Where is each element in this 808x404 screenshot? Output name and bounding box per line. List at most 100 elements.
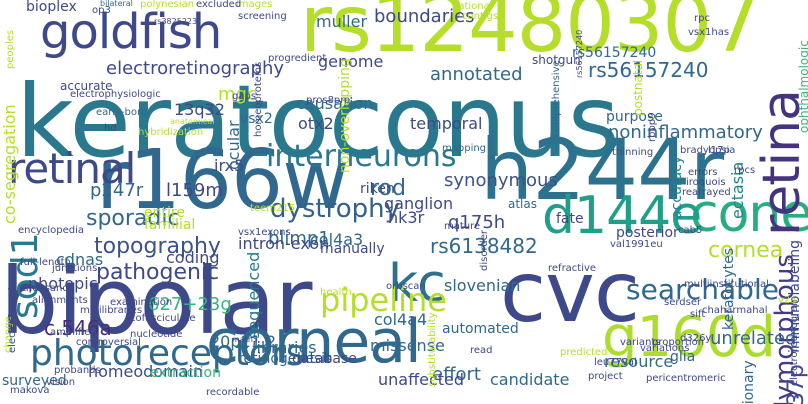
word-bradyopsia: bradyopsia bbox=[680, 145, 736, 156]
word-polynesian: polynesian bbox=[140, 0, 195, 10]
word-searchable: searchable bbox=[626, 273, 779, 306]
word-variants: variants bbox=[620, 337, 661, 348]
word-extraction: extraction bbox=[150, 365, 221, 381]
word-vsx2: vsx2 bbox=[240, 111, 273, 127]
word-r166w: r166w bbox=[96, 133, 349, 228]
word-rs12480307: rs12480307 bbox=[300, 0, 761, 70]
word-manually: manually bbox=[320, 241, 385, 257]
word-interneurons: interneurons bbox=[266, 139, 457, 174]
word-serdser: serdser bbox=[664, 297, 702, 308]
word-blimp1: blimp1 bbox=[268, 228, 330, 249]
word-noninflammatory: noninflammatory bbox=[608, 122, 763, 143]
word-hybridization: hybridization bbox=[138, 127, 204, 138]
word-early-born: early-born bbox=[96, 107, 148, 118]
word-co-segregation: co-segregation bbox=[0, 104, 19, 224]
word-keratoconus: keratoconus bbox=[16, 63, 620, 180]
word-d326y: d326y bbox=[680, 333, 712, 344]
word-vsx1has: vsx1has bbox=[688, 27, 730, 38]
word-images: images bbox=[236, 0, 273, 10]
word-electrophysiologic: electrophysiologic bbox=[70, 89, 161, 100]
word-probands: probands bbox=[54, 365, 101, 376]
word-pipeline: pipeline bbox=[320, 281, 447, 319]
word-errors: errors bbox=[688, 167, 718, 178]
word-glia: glia bbox=[670, 349, 696, 365]
word-corneal: corneal bbox=[206, 307, 422, 377]
word-muller: muller bbox=[316, 12, 368, 31]
word-l159m: l159m bbox=[166, 180, 223, 201]
word-accurate: accurate bbox=[60, 79, 113, 93]
word-temporal: temporal bbox=[410, 114, 483, 133]
word-q175h: q175h bbox=[448, 212, 506, 233]
word-ophthalmologic: ophthalmologic bbox=[797, 40, 808, 133]
word-surveyed: surveyed bbox=[2, 373, 67, 389]
word-effort: effort bbox=[432, 364, 481, 385]
word-bilateral: bilateral bbox=[100, 0, 133, 8]
word-cvc: cvc bbox=[500, 243, 640, 341]
word-comprehensive: comprehensive bbox=[551, 60, 562, 137]
word-genome: genome bbox=[318, 52, 384, 71]
word-predicted: predicted bbox=[560, 347, 608, 358]
word-intron-exon: intron-exon bbox=[238, 234, 330, 253]
word-rearrayed: rearrayed bbox=[682, 187, 731, 198]
word-col4a3: col4a3 bbox=[310, 230, 364, 249]
word-h244r: h244r bbox=[480, 121, 724, 219]
word-entire: entire bbox=[144, 205, 185, 221]
word-thousands: thousands bbox=[22, 283, 74, 294]
word-op3: op3 bbox=[92, 5, 111, 16]
word-unaffected: unaffected bbox=[378, 370, 465, 389]
word-pros8pro: pros8pro bbox=[306, 95, 351, 106]
word-pericentromeric: pericentromeric bbox=[646, 373, 726, 384]
word-bioplex: bioplex bbox=[26, 0, 77, 15]
word-candidate: candidate bbox=[490, 370, 570, 389]
word-leu77val: leu77val bbox=[594, 357, 637, 368]
word-recordable: recordable bbox=[206, 387, 260, 398]
word-cofasciculate: cofasciculate bbox=[130, 313, 196, 324]
word-non-overlapping: non-overlapping bbox=[337, 58, 353, 173]
word-p247r: p247r bbox=[90, 180, 144, 201]
word-rpc: rpc bbox=[694, 13, 710, 24]
word-postnatal: postnatal bbox=[631, 59, 645, 116]
word-substitutability: substitutability bbox=[427, 312, 438, 387]
word-mapping: mapping bbox=[442, 143, 487, 154]
word-rs56157240: rs56157240 bbox=[588, 58, 709, 82]
word-peoples: peoples bbox=[5, 29, 16, 69]
word-makova: makova bbox=[10, 385, 50, 396]
word-cdnas: cdnas bbox=[56, 250, 104, 269]
word-encyclopedia: encyclopedia bbox=[18, 225, 85, 236]
word-20p11-2: 20p11.2 bbox=[210, 332, 277, 351]
word-gaps: gaps bbox=[232, 91, 257, 102]
word-sequenced: sequenced bbox=[244, 251, 263, 339]
word-c-546a: c.546a bbox=[44, 316, 112, 340]
word-rbbp9: rbbp9 bbox=[647, 112, 658, 142]
word-goldfish: goldfish bbox=[40, 4, 222, 60]
word-screening: screening bbox=[238, 11, 287, 22]
word-kc: kc bbox=[388, 254, 446, 314]
word-variations: variations bbox=[640, 343, 690, 354]
word-vision: vision bbox=[46, 377, 76, 388]
word-rod: rod bbox=[370, 176, 406, 201]
word-otx2: otx2 bbox=[298, 114, 334, 133]
word-minilibraries: minilibraries bbox=[80, 305, 143, 316]
word-irx5: irx5 bbox=[214, 156, 245, 175]
word-cornea: cornea bbox=[708, 238, 784, 263]
word-ocular: ocular bbox=[224, 120, 243, 170]
word-progredient: progredient bbox=[268, 53, 327, 64]
word-read: read bbox=[470, 345, 493, 356]
word-libraries: libraries bbox=[252, 338, 317, 357]
word-val1991eu: val1991eu bbox=[610, 239, 663, 250]
word-controversial: controversial bbox=[76, 337, 141, 348]
word-rpcs: rpcs bbox=[734, 165, 756, 176]
word-ganglion: ganglion bbox=[384, 194, 454, 213]
word-electroretinogram: electroretinogram bbox=[789, 295, 800, 386]
word-national: national bbox=[452, 1, 493, 12]
word-rs6138482: rs6138482 bbox=[430, 234, 538, 258]
word-thinning: thinning bbox=[612, 147, 654, 158]
word-dystrophy: dystrophy bbox=[270, 194, 401, 224]
word-resource: resource bbox=[604, 352, 674, 371]
word-shotgun: shotgun bbox=[532, 53, 581, 67]
word-homeoproteins: homeoproteins bbox=[253, 61, 264, 137]
word-mature: mature bbox=[444, 221, 481, 232]
word-purpose: purpose bbox=[606, 109, 663, 125]
word-rs56157240-b: rs56157240 bbox=[572, 45, 657, 61]
